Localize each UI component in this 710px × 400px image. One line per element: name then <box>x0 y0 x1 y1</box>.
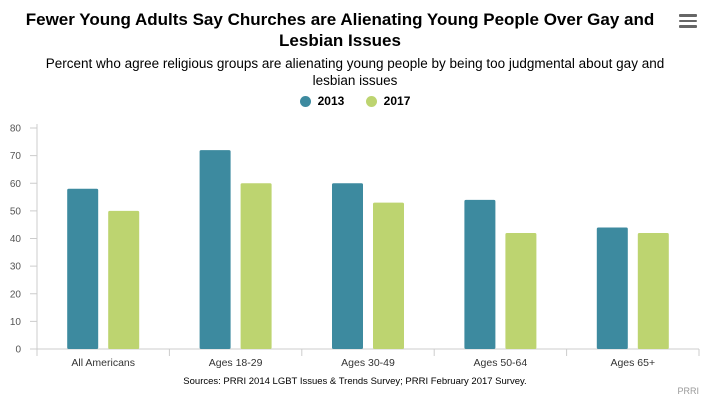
bar-2013 <box>464 199 496 349</box>
x-category-label: Ages 65+ <box>610 357 655 369</box>
hamburger-menu-icon[interactable] <box>679 14 697 28</box>
x-category-label: Ages 18-29 <box>209 357 263 369</box>
x-category-label: Ages 50-64 <box>474 357 528 369</box>
legend-item-2013[interactable]: 2013 <box>299 94 345 108</box>
x-category-label: All Americans <box>71 357 135 369</box>
chart-title: Fewer Young Adults Say Churches are Alie… <box>25 10 655 50</box>
bar-2013 <box>596 227 628 349</box>
y-tick-label: 80 <box>10 124 22 135</box>
y-tick-label: 10 <box>10 317 22 328</box>
x-category-label: Ages 30-49 <box>341 357 395 369</box>
chart-subtitle: Percent who agree religious groups are a… <box>45 56 665 88</box>
credit-label: PRRI <box>677 386 699 396</box>
bar-2017 <box>505 232 537 349</box>
legend-marker-2017 <box>365 95 377 107</box>
legend-item-2017[interactable]: 2017 <box>365 94 411 108</box>
bar-2013 <box>199 150 231 349</box>
y-tick-label: 60 <box>10 179 22 190</box>
y-tick-label: 70 <box>10 151 22 162</box>
chart-legend: 2013 2017 <box>0 94 710 110</box>
bar-2013 <box>67 188 99 349</box>
bar-2017 <box>373 202 404 349</box>
bar-2017 <box>637 232 669 349</box>
y-tick-label: 50 <box>10 206 22 217</box>
legend-label-2013: 2013 <box>317 94 345 108</box>
source-note: Sources: PRRI 2014 LGBT Issues & Trends … <box>183 376 527 387</box>
legend-marker-2013 <box>299 95 311 107</box>
legend-label-2017: 2017 <box>383 94 411 108</box>
y-tick-label: 40 <box>10 234 22 245</box>
y-tick-label: 20 <box>10 289 22 300</box>
y-tick-label: 0 <box>15 345 21 356</box>
bar-2013 <box>332 183 363 349</box>
y-tick-label: 30 <box>10 262 22 273</box>
bar-2017 <box>240 183 272 349</box>
bar-2017 <box>108 210 140 349</box>
